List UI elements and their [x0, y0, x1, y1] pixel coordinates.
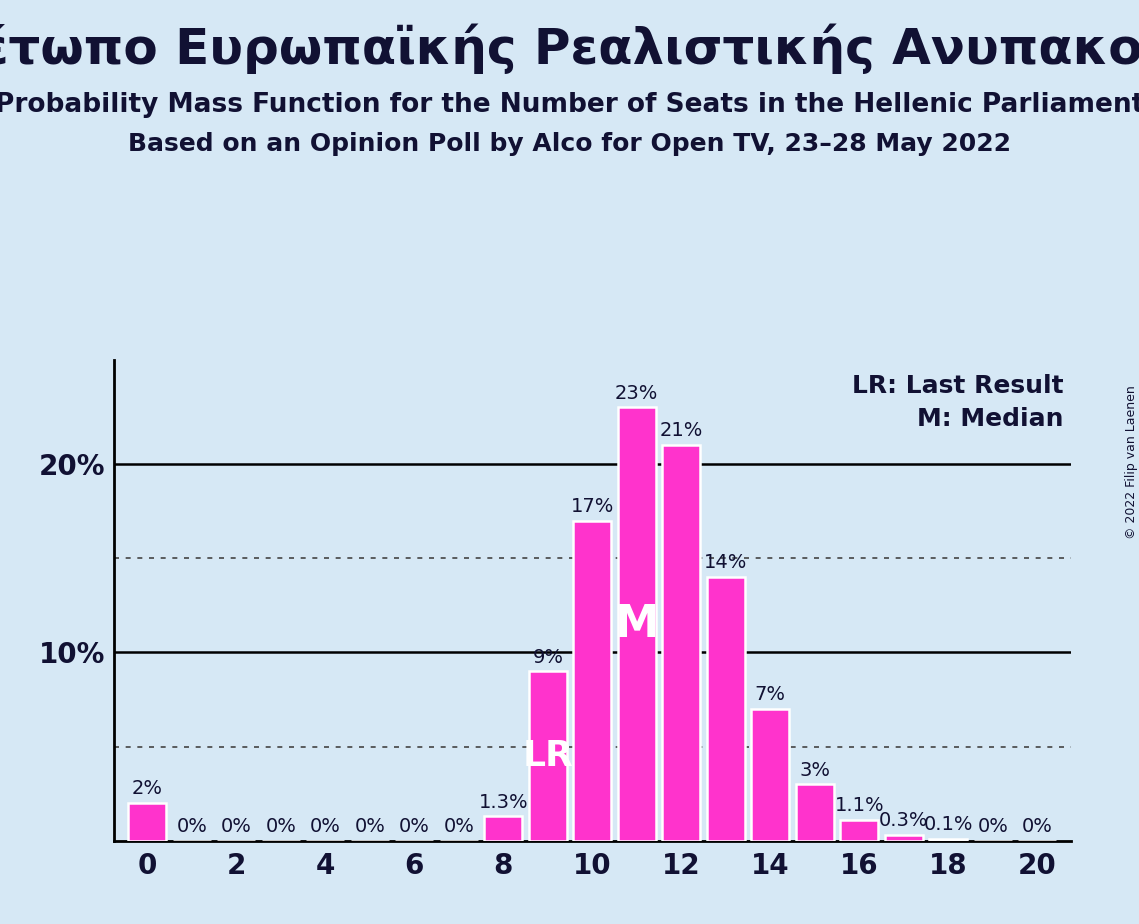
- Text: Based on an Opinion Poll by Alco for Open TV, 23–28 May 2022: Based on an Opinion Poll by Alco for Ope…: [128, 132, 1011, 156]
- Bar: [129, 803, 166, 841]
- Text: 2%: 2%: [132, 780, 163, 798]
- Text: 14%: 14%: [704, 553, 747, 572]
- Bar: [707, 578, 745, 841]
- Text: 0%: 0%: [177, 817, 207, 836]
- Text: 0%: 0%: [399, 817, 429, 836]
- Text: 23%: 23%: [615, 383, 658, 403]
- Text: 0%: 0%: [221, 817, 252, 836]
- Text: 1.1%: 1.1%: [835, 796, 884, 815]
- Text: © 2022 Filip van Laenen: © 2022 Filip van Laenen: [1124, 385, 1138, 539]
- Bar: [796, 784, 834, 841]
- Text: LR: LR: [523, 739, 573, 773]
- Text: M: Median: M: Median: [918, 407, 1064, 432]
- Bar: [573, 520, 612, 841]
- Text: 21%: 21%: [659, 421, 703, 441]
- Text: LR: Last Result: LR: Last Result: [852, 373, 1064, 397]
- Text: 0.1%: 0.1%: [924, 815, 973, 834]
- Bar: [841, 821, 878, 841]
- Text: 0%: 0%: [265, 817, 296, 836]
- Bar: [929, 839, 967, 841]
- Text: Μέτωπο Ευρωπαϊκής Ρεαλιστικής Ανυπακοής: Μέτωπο Ευρωπαϊκής Ρεαλιστικής Ανυπακοής: [0, 23, 1139, 74]
- Text: 9%: 9%: [532, 648, 564, 666]
- Bar: [752, 709, 789, 841]
- Text: 0%: 0%: [443, 817, 474, 836]
- Bar: [663, 445, 700, 841]
- Text: M: M: [615, 602, 659, 646]
- Text: 17%: 17%: [571, 497, 614, 516]
- Text: 1.3%: 1.3%: [478, 793, 528, 811]
- Bar: [617, 407, 656, 841]
- Text: 3%: 3%: [800, 760, 830, 780]
- Text: 0%: 0%: [1022, 817, 1052, 836]
- Text: 7%: 7%: [755, 686, 786, 704]
- Bar: [484, 816, 522, 841]
- Text: 0.3%: 0.3%: [879, 811, 928, 831]
- Bar: [885, 835, 923, 841]
- Text: 0%: 0%: [354, 817, 385, 836]
- Bar: [528, 671, 567, 841]
- Text: 0%: 0%: [310, 817, 341, 836]
- Text: Probability Mass Function for the Number of Seats in the Hellenic Parliament: Probability Mass Function for the Number…: [0, 92, 1139, 118]
- Text: 0%: 0%: [977, 817, 1008, 836]
